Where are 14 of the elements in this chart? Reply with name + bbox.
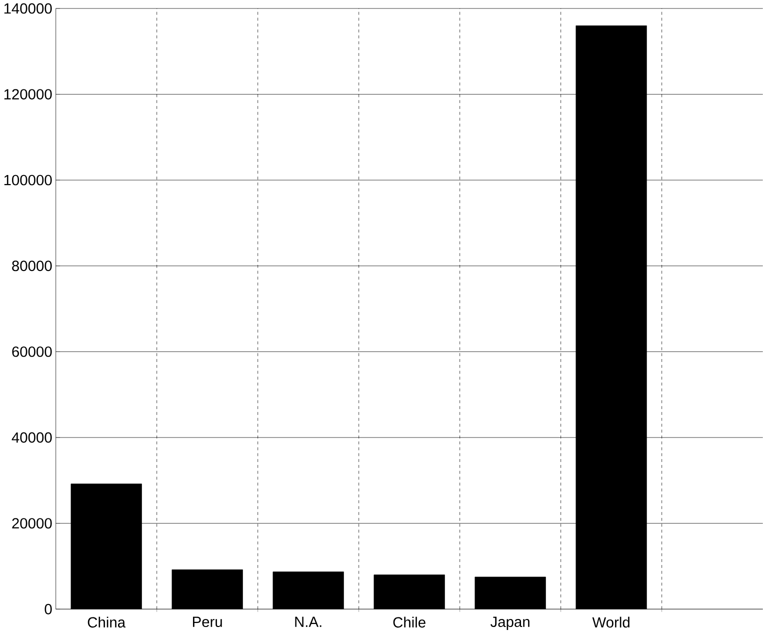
y-tick-label: 40000 xyxy=(12,432,52,443)
x-tick-label: Japan xyxy=(490,616,530,630)
x-tick-label: China xyxy=(88,616,126,628)
y-tick-label: 100000 xyxy=(4,174,52,186)
y-tick-label: 140000 xyxy=(4,3,52,14)
y-tick-label: 0 xyxy=(44,604,52,614)
y-tick-label: 20000 xyxy=(12,518,52,528)
y-tick-label: 60000 xyxy=(12,346,52,357)
x-tick-label: Peru xyxy=(192,616,222,627)
x-tick-label: Chile xyxy=(393,616,426,628)
y-tick-label: 80000 xyxy=(12,260,52,271)
y-tick-label: 120000 xyxy=(4,88,52,100)
x-tick-label: World xyxy=(592,616,630,628)
x-tick-label: N.A. xyxy=(295,616,322,627)
